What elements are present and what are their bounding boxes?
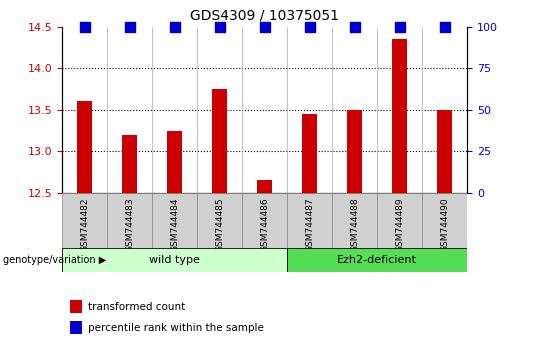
Bar [242,193,287,248]
Text: genotype/variation ▶: genotype/variation ▶ [3,255,106,265]
Text: GSM744488: GSM744488 [350,197,359,252]
Bar [122,135,138,193]
Bar [152,193,197,248]
Point [350,24,359,29]
Bar [167,131,183,193]
Text: percentile rank within the sample: percentile rank within the sample [89,323,264,333]
Bar [377,193,422,248]
Text: GSM744484: GSM744484 [170,197,179,252]
Bar [62,193,107,248]
Text: GSM744489: GSM744489 [395,197,404,252]
Bar [197,193,242,248]
Bar [287,248,467,272]
Text: GSM744487: GSM744487 [305,197,314,252]
Bar [347,110,362,193]
Point [170,24,179,29]
Text: GSM744490: GSM744490 [440,197,449,252]
Text: GSM744482: GSM744482 [80,197,89,252]
Bar [70,321,83,334]
Bar [107,193,152,248]
Title: GDS4309 / 10375051: GDS4309 / 10375051 [190,8,339,23]
Bar [62,248,287,272]
Point [395,24,404,29]
Text: GSM744486: GSM744486 [260,197,269,252]
Point [125,24,134,29]
Bar [287,193,332,248]
Point [440,24,449,29]
Bar [392,39,408,193]
Bar [77,102,92,193]
Bar [422,193,467,248]
Point [80,24,89,29]
Bar [256,181,273,193]
Bar [332,193,377,248]
Bar [70,300,83,313]
Bar [302,114,318,193]
Text: transformed count: transformed count [89,302,186,312]
Text: GSM744483: GSM744483 [125,197,134,252]
Point [215,24,224,29]
Point [260,24,269,29]
Bar [212,89,227,193]
Text: wild type: wild type [149,255,200,265]
Point [305,24,314,29]
Bar [437,110,453,193]
Text: GSM744485: GSM744485 [215,197,224,252]
Text: Ezh2-deficient: Ezh2-deficient [337,255,417,265]
